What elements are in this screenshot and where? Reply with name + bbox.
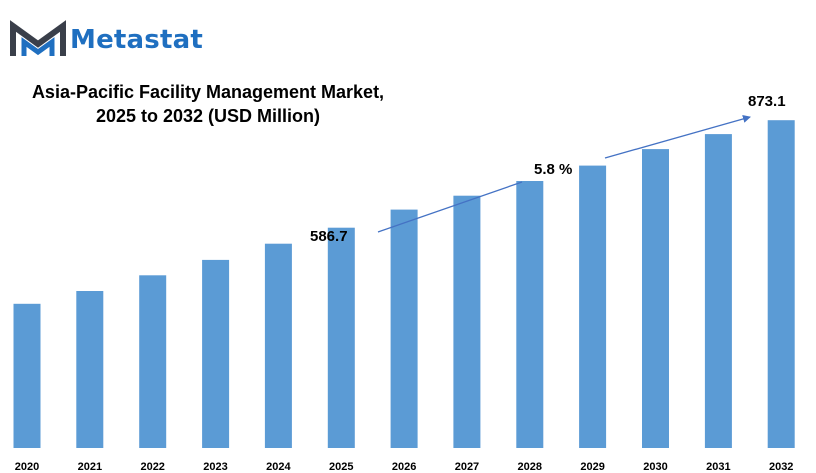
bar-2024: [264, 243, 292, 448]
bar-2032: [767, 120, 795, 448]
x-axis-tick-labels: 2020 2021 2022 2023 2024 2025 2026 2027 2028 2029…: [15, 461, 794, 473]
start-value-label: 586.7: [310, 228, 348, 245]
x-tick-label-2029: 2029: [580, 461, 604, 473]
chart-title: Asia-Pacific Facility Management Market,: [31, 82, 385, 102]
metastat-m-logo-icon: [10, 20, 66, 56]
chart-title-block: Asia-Pacific Facility Management Market,…: [18, 80, 398, 128]
bar-2022: [139, 275, 167, 448]
bar-2020: [13, 303, 41, 448]
x-tick-label-2026: 2026: [392, 461, 416, 473]
chart-subtitle: 2025 to 2032 (USD Million): [95, 106, 321, 126]
bar-2029: [579, 165, 607, 448]
bar-2023: [202, 259, 230, 448]
x-tick-label-2027: 2027: [455, 461, 479, 473]
bar-2025: [327, 227, 355, 448]
bar-series: [13, 120, 795, 448]
brand-logo: Metastat: [10, 20, 203, 60]
x-tick-label-2030: 2030: [643, 461, 667, 473]
x-tick-label-2020: 2020: [15, 461, 39, 473]
growth-arrow-right: [604, 115, 751, 159]
x-tick-label-2024: 2024: [266, 461, 291, 473]
bar-2026: [390, 209, 418, 448]
x-tick-label-2031: 2031: [706, 461, 730, 473]
x-tick-label-2021: 2021: [78, 461, 102, 473]
cagr-label: 5.8 %: [534, 161, 572, 178]
bar-2027: [453, 195, 481, 448]
x-tick-label-2028: 2028: [518, 461, 542, 473]
bar-2028: [516, 181, 544, 448]
x-tick-label-2025: 2025: [329, 461, 353, 473]
x-tick-label-2022: 2022: [140, 461, 164, 473]
end-value-label: 873.1: [748, 93, 786, 110]
x-tick-label-2032: 2032: [769, 461, 793, 473]
bar-2030: [642, 149, 669, 448]
growth-arrow-left: [377, 181, 523, 233]
x-tick-label-2023: 2023: [203, 461, 227, 473]
brand-name: Metastat: [70, 25, 203, 55]
bar-2021: [76, 291, 104, 448]
bar-2031: [704, 134, 732, 448]
